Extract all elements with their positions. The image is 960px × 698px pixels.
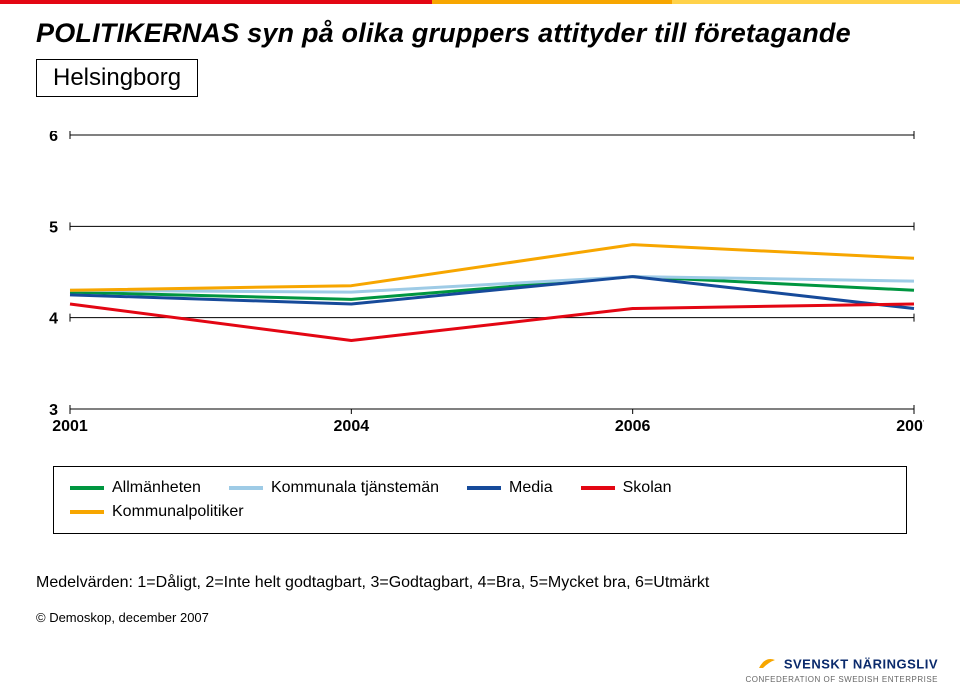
legend-swatch: [229, 486, 263, 490]
legend-swatch: [70, 510, 104, 514]
svg-text:4: 4: [49, 311, 58, 328]
svg-text:3: 3: [49, 402, 58, 419]
legend-row: Allmänheten Kommunala tjänstemän Media Skol…: [70, 479, 890, 497]
svg-text:6: 6: [49, 131, 58, 145]
legend-item: Kommunalpolitiker: [70, 503, 244, 521]
legend-swatch: [70, 486, 104, 490]
legend-item: Kommunala tjänstemän: [229, 479, 439, 497]
legend-label: Kommunalpolitiker: [112, 503, 244, 521]
legend-item: Media: [467, 479, 553, 497]
svg-text:2006: 2006: [615, 418, 651, 435]
svg-text:5: 5: [49, 219, 58, 236]
legend-label: Allmänheten: [112, 479, 201, 497]
scale-note: Medelvärden: 1=Dåligt, 2=Inte helt godta…: [36, 574, 960, 592]
legend-label: Media: [509, 479, 553, 497]
page-title: POLITIKERNAS syn på olika gruppers attit…: [36, 18, 960, 49]
svg-text:2001: 2001: [52, 418, 88, 435]
brand-logo: SVENSKT NÄRINGSLIV CONFEDERATION OF SWED…: [746, 654, 938, 684]
line-chart: 3 4 5 6 2001 2004 2006 2007: [36, 131, 924, 456]
brand-name: SVENSKT NÄRINGSLIV: [784, 657, 938, 672]
subtitle-box: Helsingborg: [36, 59, 198, 97]
legend-item: Skolan: [581, 479, 672, 497]
legend-label: Kommunala tjänstemän: [271, 479, 439, 497]
brand-subline: CONFEDERATION OF SWEDISH ENTERPRISE: [746, 675, 938, 684]
legend-swatch: [467, 486, 501, 490]
legend-label: Skolan: [623, 479, 672, 497]
copyright: © Demoskop, december 2007: [36, 610, 960, 625]
svg-text:2007: 2007: [896, 418, 924, 435]
svg-text:2004: 2004: [334, 418, 370, 435]
legend-swatch: [581, 486, 615, 490]
legend-item: Allmänheten: [70, 479, 201, 497]
legend: Allmänheten Kommunala tjänstemän Media Skol…: [53, 466, 907, 534]
legend-row: Kommunalpolitiker: [70, 503, 890, 521]
header-accent-bar: [0, 0, 960, 4]
brand-icon: [757, 654, 777, 675]
chart-svg: 3 4 5 6 2001 2004 2006 2007: [36, 131, 924, 451]
